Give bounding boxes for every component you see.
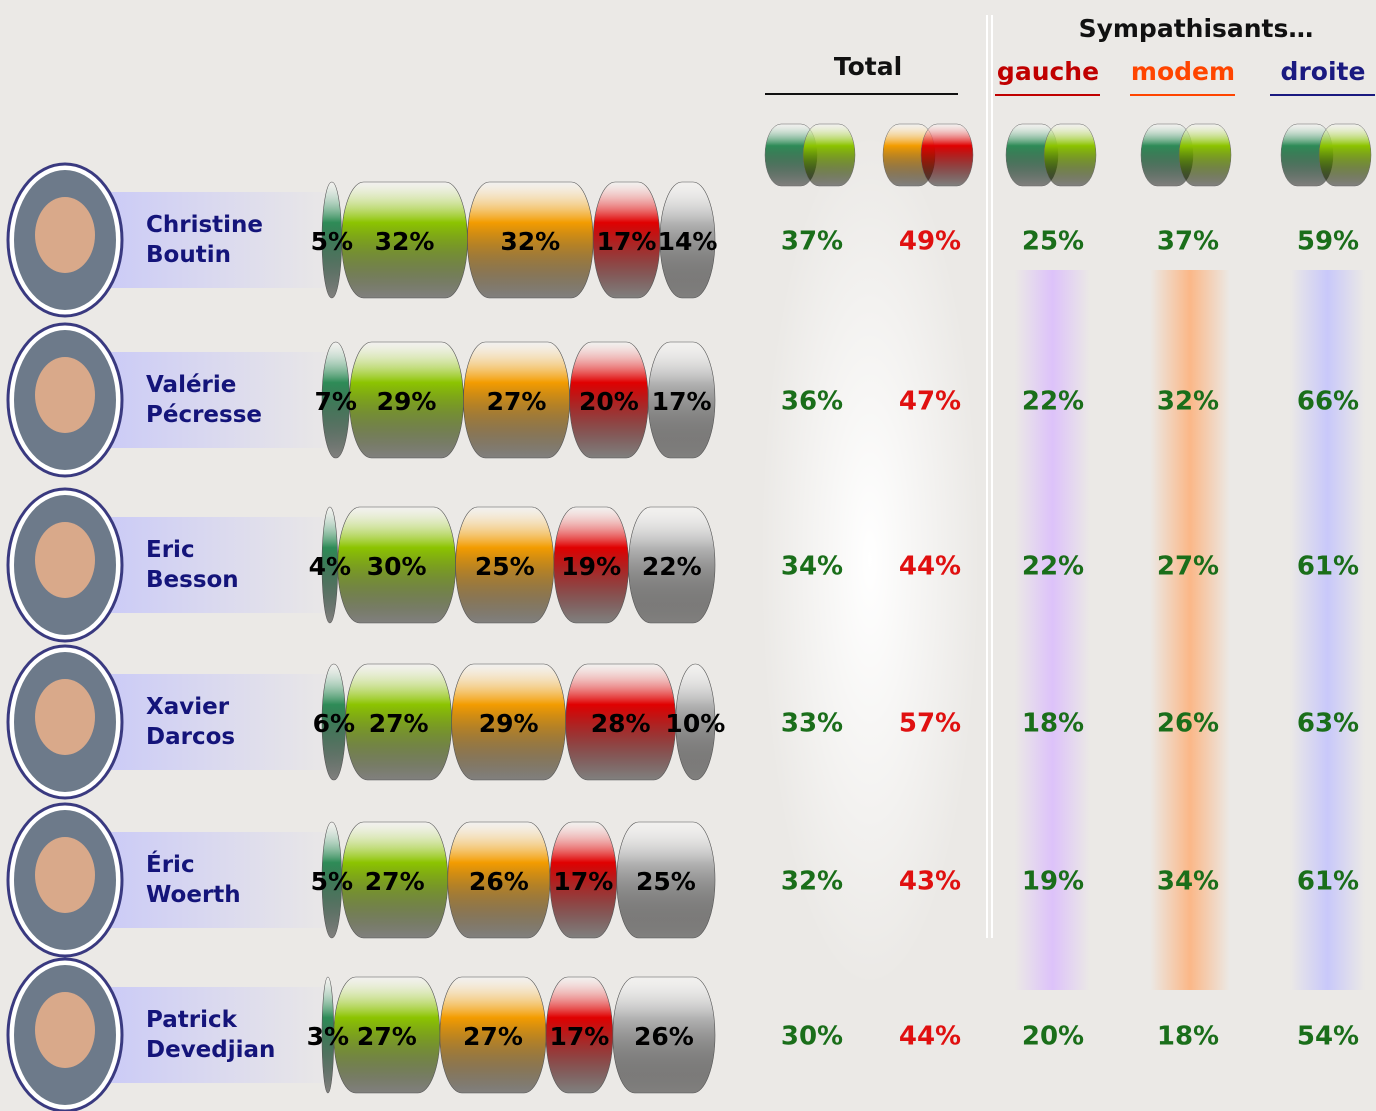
table-value: 47% [899,387,961,417]
table-value: 18% [1022,709,1084,739]
value-label: 7% [315,387,357,416]
value-label: 5% [311,227,353,256]
table-value: 63% [1297,709,1359,739]
table-value: 34% [781,552,843,582]
table-value: 33% [781,709,843,739]
table-value: 54% [1297,1022,1359,1052]
value-label: 17% [652,387,712,416]
value-label: 27% [365,867,425,896]
table-value: 22% [1022,552,1084,582]
value-label: 30% [367,552,427,581]
table-value: 61% [1297,867,1359,897]
value-label: 10% [665,709,725,738]
table-value: 32% [781,867,843,897]
value-label: 4% [309,552,351,581]
table-value: 20% [1022,1022,1084,1052]
value-label: 22% [642,552,702,581]
value-label: 19% [561,552,621,581]
value-label: 27% [357,1022,417,1051]
header-icon [1319,124,1371,186]
value-label: 27% [487,387,547,416]
candidate-name: Eric Besson [146,535,286,595]
table-value: 57% [899,709,961,739]
value-label: 5% [311,867,353,896]
value-label: 29% [377,387,437,416]
value-label: 32% [500,227,560,256]
value-label: 32% [375,227,435,256]
portrait-face [35,197,95,273]
table-value: 59% [1297,227,1359,257]
value-label: 28% [591,709,651,738]
table-value: 18% [1157,1022,1219,1052]
table-value: 26% [1157,709,1219,739]
candidate-name: Éric Woerth [146,850,286,910]
table-value: 61% [1297,552,1359,582]
column-header: gauche [997,57,1099,86]
value-label: 26% [469,867,529,896]
candidate-name: Christine Boutin [146,210,286,270]
value-label: 25% [636,867,696,896]
table-value: 44% [899,552,961,582]
value-label: 20% [579,387,639,416]
portrait-face [35,679,95,755]
table-value: 34% [1157,867,1219,897]
table-value: 30% [781,1022,843,1052]
column-header: droite [1281,57,1366,86]
candidate-name: Valérie Pécresse [146,370,286,430]
value-label: 17% [549,1022,609,1051]
candidate-name: Xavier Darcos [146,692,286,752]
infographic: Total Sympathisants… gauche modem droite 5%… [0,0,1376,1111]
table-value: 37% [1157,227,1219,257]
value-label: 27% [369,709,429,738]
header-icon [1179,124,1231,186]
total-header: Total [834,52,902,81]
portrait-face [35,992,95,1068]
value-label: 27% [463,1022,523,1051]
group-header: Sympathisants… [1079,14,1314,43]
table-value: 25% [1022,227,1084,257]
value-label: 17% [553,867,613,896]
table-value: 43% [899,867,961,897]
column-header: modem [1131,57,1235,86]
table-value: 44% [899,1022,961,1052]
value-label: 26% [634,1022,694,1051]
table-value: 22% [1022,387,1084,417]
value-label: 17% [597,227,657,256]
table-value: 66% [1297,387,1359,417]
value-label: 25% [475,552,535,581]
table-value: 32% [1157,387,1219,417]
value-label: 14% [658,227,718,256]
header-icon [803,124,855,186]
candidate-name: Patrick Devedjian [146,1005,286,1065]
value-label: 6% [313,709,355,738]
portrait-face [35,357,95,433]
value-label: 3% [307,1022,349,1051]
table-value: 27% [1157,552,1219,582]
table-value: 19% [1022,867,1084,897]
table-value: 37% [781,227,843,257]
header-icon [921,124,973,186]
portrait-face [35,837,95,913]
value-label: 29% [479,709,539,738]
table-value: 49% [899,227,961,257]
table-value: 36% [781,387,843,417]
portrait-face [35,522,95,598]
header-icon [1044,124,1096,186]
